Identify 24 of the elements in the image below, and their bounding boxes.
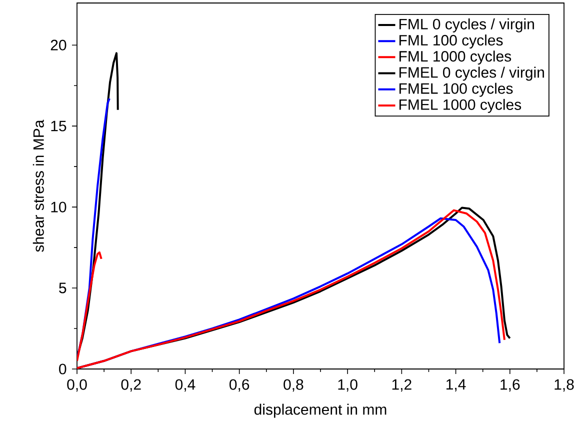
x-tick-label: 0,8 <box>284 379 304 392</box>
y-tick-label: 5 <box>59 282 66 294</box>
legend-label: FMEL 100 cycles <box>399 82 513 97</box>
x-tick-label: 1,4 <box>446 379 466 392</box>
y-axis-title: shear stress in MPa <box>32 120 44 252</box>
y-tick-label: 15 <box>51 120 66 132</box>
x-tick-label: 0,4 <box>175 379 196 392</box>
legend-label: FML 1000 cycles <box>399 50 512 65</box>
line-series <box>77 251 102 362</box>
legend-label: FML 0 cycles / virgin <box>399 18 534 32</box>
x-tick-label: 1,0 <box>338 379 358 392</box>
y-tick-label: 10 <box>51 202 66 212</box>
x-tick-label: 0,2 <box>121 379 141 392</box>
x-tick-label: 0,6 <box>230 379 250 392</box>
y-tick-label: 0 <box>59 364 66 374</box>
x-tick-label: 1,6 <box>500 379 520 392</box>
legend-label: FMEL 1000 cycles <box>399 98 522 113</box>
x-tick-label: 1,8 <box>554 379 574 392</box>
x-tick-label: 0,0 <box>67 379 87 392</box>
x-axis-title: displacement in mm <box>254 404 386 418</box>
y-tick-label: 20 <box>50 40 66 50</box>
x-tick-label: 1,2 <box>392 379 412 392</box>
legend-label: FML 100 cycles <box>399 34 503 48</box>
legend-label: FMEL 0 cycles / virgin <box>399 66 544 81</box>
